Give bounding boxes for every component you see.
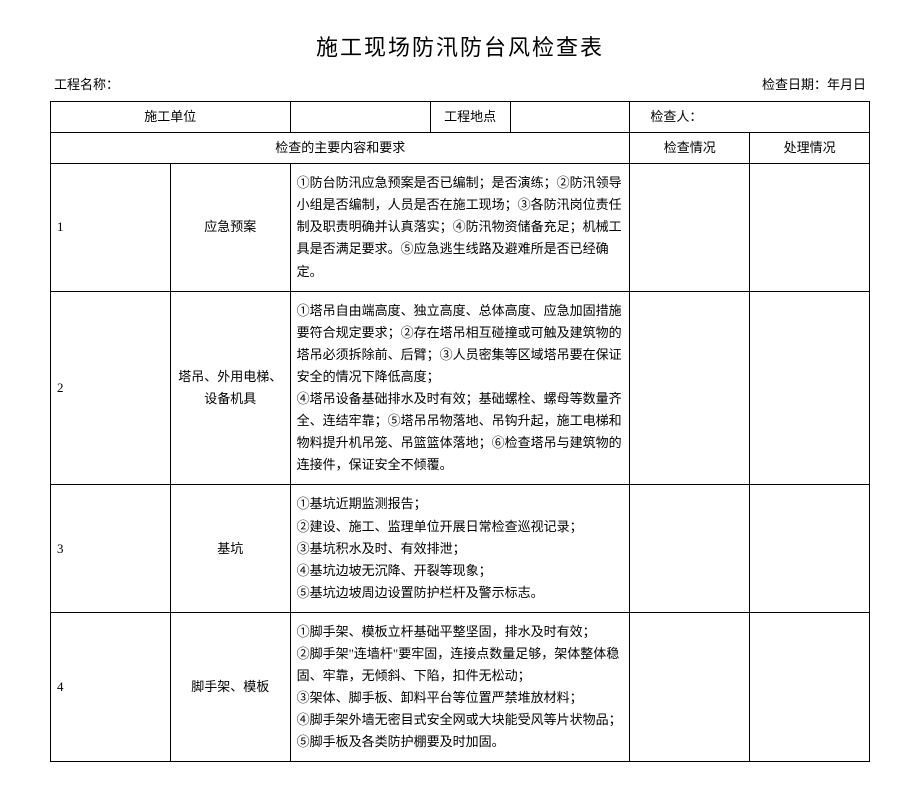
row-process xyxy=(750,164,870,291)
section-header-row: 检查的主要内容和要求 检查情况 处理情况 xyxy=(51,133,870,164)
page-title: 施工现场防汛防台风检查表 xyxy=(50,30,870,62)
inspector-label: 检查人： xyxy=(630,102,870,133)
row-check xyxy=(630,291,750,485)
row-content: ①基坑近期监测报告；②建设、施工、监理单位开展日常检查巡视记录；③基坑积水及时、… xyxy=(290,485,630,612)
row-category: 应急预案 xyxy=(170,164,290,291)
table-row: 4 脚手架、模板 ①脚手架、模板立杆基础平整坚固，排水及时有效；②脚手架"连墙杆… xyxy=(51,612,870,762)
row-content: ①塔吊自由端高度、独立高度、总体高度、应急加固措施要符合规定要求；②存在塔吊相互… xyxy=(290,291,630,485)
table-row: 2 塔吊、外用电梯、设备机具 ①塔吊自由端高度、独立高度、总体高度、应急加固措施… xyxy=(51,291,870,485)
row-category: 基坑 xyxy=(170,485,290,612)
row-num: 4 xyxy=(51,612,171,762)
check-status-header: 检查情况 xyxy=(630,133,750,164)
project-name-label: 工程名称： xyxy=(54,74,119,93)
construction-unit-label: 施工单位 xyxy=(51,102,291,133)
row-process xyxy=(750,485,870,612)
row-content: ①脚手架、模板立杆基础平整坚固，排水及时有效；②脚手架"连墙杆"要牢固，连接点数… xyxy=(290,612,630,762)
project-location-value xyxy=(510,102,630,133)
row-process xyxy=(750,612,870,762)
table-row: 3 基坑 ①基坑近期监测报告；②建设、施工、监理单位开展日常检查巡视记录；③基坑… xyxy=(51,485,870,612)
process-status-header: 处理情况 xyxy=(750,133,870,164)
info-row: 施工单位 工程地点 检查人： xyxy=(51,102,870,133)
row-num: 1 xyxy=(51,164,171,291)
inspection-table: 施工单位 工程地点 检查人： 检查的主要内容和要求 检查情况 处理情况 1 应急… xyxy=(50,101,870,762)
table-row: 1 应急预案 ①防台防汛应急预案是否已编制；是否演练；②防汛领导小组是否编制，人… xyxy=(51,164,870,291)
row-process xyxy=(750,291,870,485)
row-num: 3 xyxy=(51,485,171,612)
row-check xyxy=(630,612,750,762)
row-content: ①防台防汛应急预案是否已编制；是否演练；②防汛领导小组是否编制，人员是否在施工现… xyxy=(290,164,630,291)
header-row: 工程名称： 检查日期：年月日 xyxy=(50,74,870,93)
row-check xyxy=(630,164,750,291)
construction-unit-value xyxy=(290,102,430,133)
check-date-label: 检查日期：年月日 xyxy=(762,74,866,93)
main-content-header: 检查的主要内容和要求 xyxy=(51,133,630,164)
project-location-label: 工程地点 xyxy=(430,102,510,133)
row-category: 塔吊、外用电梯、设备机具 xyxy=(170,291,290,485)
row-category: 脚手架、模板 xyxy=(170,612,290,762)
row-check xyxy=(630,485,750,612)
row-num: 2 xyxy=(51,291,171,485)
